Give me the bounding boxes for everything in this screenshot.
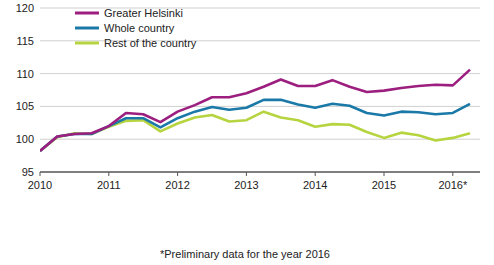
x-tick-label: 2016*: [438, 179, 467, 191]
x-axis-line: [40, 172, 480, 173]
series-line: [40, 70, 470, 151]
x-tick-label: 2011: [97, 179, 121, 191]
plot-lines: [40, 70, 470, 151]
y-tick-label: 120: [16, 2, 34, 14]
legend-label: Greater Helsinki: [104, 7, 183, 19]
x-tick: [177, 172, 178, 176]
x-tick: [384, 172, 385, 176]
y-tick-label: 110: [16, 68, 34, 80]
grid-line: [40, 172, 480, 173]
legend-label: Whole country: [104, 22, 175, 34]
y-tick-label: 115: [16, 35, 34, 47]
footnote: *Preliminary data for the year 2016: [160, 248, 330, 260]
y-tick-label: 105: [16, 100, 34, 112]
legend-swatch: [75, 42, 99, 45]
x-tick: [246, 172, 247, 176]
x-tick: [315, 172, 316, 176]
grid-line: [40, 73, 480, 74]
x-tick-label: 2010: [28, 179, 52, 191]
grid-line: [40, 106, 480, 107]
x-tick: [40, 172, 41, 176]
series-line: [40, 100, 470, 151]
x-tick-label: 2012: [165, 179, 189, 191]
legend-swatch: [75, 27, 99, 30]
x-tick-label: 2013: [234, 179, 258, 191]
x-tick-label: 2014: [303, 179, 327, 191]
chart: 95 100 105 110 115 120 2010 2011 2012 2013 2014 201…: [0, 0, 494, 265]
legend-label: Rest of the country: [104, 37, 197, 49]
y-tick-label: 95: [22, 166, 34, 178]
legend-swatch: [75, 12, 99, 15]
x-tick-label: 2015: [372, 179, 396, 191]
y-tick-label: 100: [16, 133, 34, 145]
grid-line: [40, 139, 480, 140]
x-tick: [452, 172, 453, 176]
series-line: [40, 112, 470, 151]
x-tick: [108, 172, 109, 176]
